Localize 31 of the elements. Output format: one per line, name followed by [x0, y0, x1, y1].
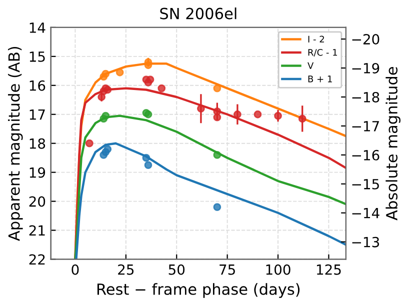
y-tick-label: 15	[30, 52, 45, 62]
legend-label: V	[308, 62, 314, 69]
y2-tick-label: −19	[352, 62, 380, 74]
y2-tick-label: −18	[352, 92, 380, 102]
x-tick-label: 75	[220, 264, 235, 275]
y-tick-label: 21	[29, 225, 45, 236]
x-tick-label: 100	[266, 264, 290, 275]
y-tick-label: 16	[30, 80, 46, 91]
x-tick-label: 50	[168, 264, 185, 275]
y2-tick-label: −13	[352, 236, 380, 248]
y2-tick-label: −20	[352, 34, 380, 45]
y-tick-label: 19	[30, 167, 46, 178]
x-tick-label: 0	[72, 264, 79, 275]
y-axis-title: Apparent magnitude (AB)	[8, 46, 23, 241]
legend-label: R/C - 1	[308, 48, 337, 57]
y2-tick-label: −17	[352, 121, 379, 132]
legend-label: B + 1	[308, 76, 332, 82]
y-tick-label: 14	[30, 22, 46, 33]
y-tick-label: 17	[30, 110, 45, 120]
chart-title: SN 2006el	[160, 8, 236, 20]
y2-tick-label: −15	[352, 179, 379, 190]
y2-tick-label: −14	[352, 208, 380, 218]
legend-label: I - 2	[308, 36, 324, 42]
y-tick-label: 20	[29, 196, 46, 207]
x-tick-label: 25	[118, 264, 134, 275]
y-tick-label: 18	[30, 138, 46, 149]
x-tick-label: 125	[316, 264, 341, 275]
x-axis-title: Rest − frame phase (days)	[97, 283, 300, 298]
y2-axis-title: Absolute magnitude	[386, 67, 400, 220]
y-tick-label: 22	[29, 254, 45, 265]
y2-tick-label: −16	[352, 150, 380, 160]
